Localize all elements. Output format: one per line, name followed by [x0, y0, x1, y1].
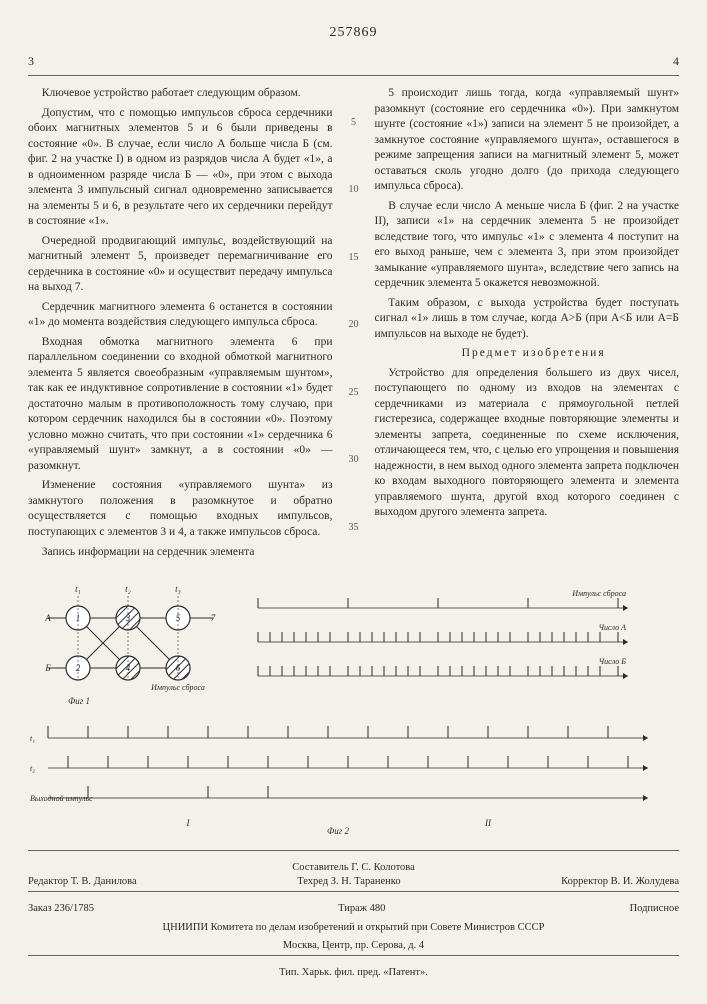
svg-text:7: 7 [211, 613, 216, 623]
paragraph: В случае если число А меньше числа Б (фи… [375, 199, 680, 292]
right-column: 5 происходит лишь тогда, когда «управляе… [375, 86, 680, 564]
page-right: 4 [673, 53, 679, 69]
rule-footer-1 [28, 891, 679, 892]
subject-title: Предмет изобретения [375, 346, 680, 362]
svg-text:Фиг 2: Фиг 2 [327, 826, 349, 836]
svg-text:t₂: t₂ [125, 584, 131, 594]
svg-text:Фиг 1: Фиг 1 [68, 696, 90, 706]
line-number: 5 [347, 116, 361, 130]
line-number: 20 [347, 318, 361, 332]
svg-text:Число А: Число А [598, 623, 626, 632]
paragraph: Сердечник магнитного элемента 6 останетс… [28, 300, 333, 331]
footer-editor: Редактор Т. В. Данилова [28, 875, 137, 889]
line-number: 10 [347, 183, 361, 197]
paragraph: Очередной продвигающий импульс, воздейст… [28, 234, 333, 296]
paragraph: Ключевое устройство работает следующим о… [28, 86, 333, 102]
figures: А1357Б246t₁t₂t₃Импульс сбросаФиг 1 Импул… [28, 578, 679, 836]
body-columns: Ключевое устройство работает следующим о… [28, 86, 679, 564]
page-numbers: 3 4 [28, 53, 679, 69]
footer-printer: Тип. Харьк. фил. пред. «Патент». [28, 966, 679, 980]
footer-corrector: Корректор В. И. Жолудева [561, 875, 679, 889]
line-number: 30 [347, 453, 361, 467]
paragraph: Допустим, что с помощью импульсов сброса… [28, 106, 333, 230]
left-column: Ключевое устройство работает следующим о… [28, 86, 333, 564]
svg-text:А: А [44, 613, 51, 623]
svg-text:Выходной импульс: Выходной импульс [30, 794, 93, 803]
footer-tech: Техред З. Н. Тараненко [297, 875, 400, 889]
svg-text:I: I [186, 818, 191, 828]
rule-footer-2 [28, 955, 679, 956]
paragraph: Запись информации на сердечник элемента [28, 545, 333, 561]
paragraph: Изменение состояния «управляемого шунта»… [28, 478, 333, 540]
paragraph: Таким образом, с выхода устройства будет… [375, 296, 680, 343]
line-number-gutter: 5 10 15 20 25 30 35 [347, 86, 361, 564]
paragraph: 5 происходит лишь тогда, когда «управляе… [375, 86, 680, 195]
svg-text:Импульс сброса: Импульс сброса [571, 589, 626, 598]
footer-compiler: Составитель Г. С. Колотова [28, 861, 679, 875]
figure-1-row: А1357Б246t₁t₂t₃Импульс сбросаФиг 1 Импул… [28, 578, 679, 708]
footer-podpisnoe: Подписное [630, 902, 679, 916]
svg-text:Б: Б [44, 663, 51, 673]
paragraph: Входная обмотка магнитного элемента 6 пр… [28, 335, 333, 475]
figure-1-pulse-trains: Импульс сброса Число А Число Б [248, 588, 648, 698]
svg-text:II: II [484, 818, 492, 828]
svg-text:Импульс сброса: Импульс сброса [150, 683, 205, 692]
footer-tirazh: Тираж 480 [338, 902, 385, 916]
imprint-footer: Составитель Г. С. Колотова Редактор Т. В… [28, 850, 679, 980]
svg-text:Число Б: Число Б [599, 657, 627, 666]
figure-2-pulse-trains: t₁t₂Выходной импульсIIIФиг 2 [28, 716, 668, 836]
document-number: 257869 [28, 24, 679, 43]
line-number: 25 [347, 386, 361, 400]
svg-text:t₁: t₁ [75, 584, 81, 594]
svg-text:t₃: t₃ [175, 584, 181, 594]
line-number: 15 [347, 251, 361, 265]
svg-text:t₁: t₁ [30, 734, 35, 743]
footer-org: ЦНИИПИ Комитета по делам изобретений и о… [28, 921, 679, 935]
footer-addr: Москва, Центр, пр. Серова, д. 4 [28, 939, 679, 953]
page-left: 3 [28, 53, 34, 69]
svg-text:t₂: t₂ [30, 764, 35, 773]
paragraph: Устройство для определения большего из д… [375, 366, 680, 521]
footer-order: Заказ 236/1785 [28, 902, 94, 916]
rule-top [28, 75, 679, 76]
figure-1-schematic: А1357Б246t₁t₂t₃Импульс сбросаФиг 1 [28, 578, 238, 708]
line-number: 35 [347, 521, 361, 535]
